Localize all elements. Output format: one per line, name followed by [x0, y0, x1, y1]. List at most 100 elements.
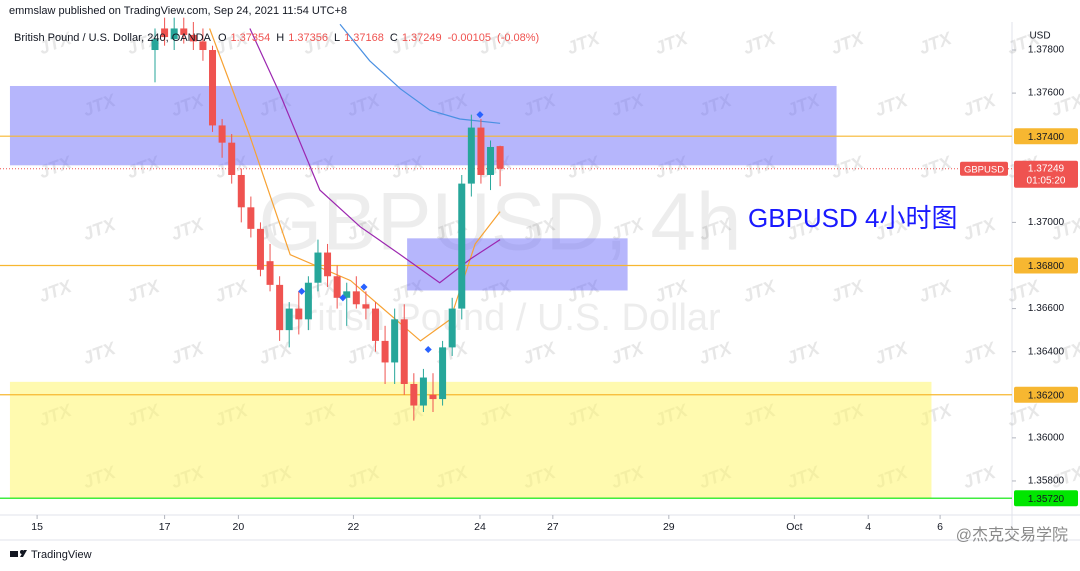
- candle-body: [256, 228, 264, 270]
- description-watermark: British Pound / U.S. Dollar: [279, 297, 721, 339]
- watermark-tile: JTX: [168, 338, 207, 368]
- y-axis-label: USD: [1029, 31, 1050, 42]
- plot-area: JTX JTX JTX JTX JTX JTX JTX JTX JTX JTX JTX JTX JTX J…: [0, 17, 1080, 499]
- watermark-tile: JTX: [696, 338, 735, 368]
- watermark-tile: JTX: [960, 214, 999, 244]
- candle-body: [362, 304, 370, 309]
- y-tick-label: 1.36000: [1028, 433, 1065, 444]
- candle-body: [429, 394, 437, 400]
- watermark-tile: JTX: [740, 276, 779, 306]
- x-tick-label: 29: [663, 521, 675, 533]
- y-tick-label: 1.36400: [1028, 346, 1065, 357]
- y-tick-label: 1.37000: [1028, 217, 1065, 228]
- last-price-label: 1.37249: [1028, 163, 1065, 174]
- watermark-tile: JTX: [80, 338, 119, 368]
- candle-body: [151, 39, 159, 51]
- x-tick-label: 6: [937, 521, 943, 533]
- tradingview-logo: [10, 550, 27, 557]
- candle-body: [237, 174, 245, 208]
- candle-body: [199, 41, 207, 51]
- watermark-tile: JTX: [212, 276, 251, 306]
- symbol-label-box: [960, 161, 1008, 176]
- watermark-tile: JTX: [916, 28, 955, 58]
- candle-body: [180, 28, 188, 35]
- watermark-tile: JTX: [36, 276, 75, 306]
- price-label: 1.35720: [1028, 494, 1065, 505]
- candle-body: [458, 183, 466, 309]
- watermark-tile: JTX: [960, 90, 999, 120]
- marker: [476, 111, 484, 119]
- candle-body: [448, 308, 456, 348]
- y-tick-label: 1.37600: [1028, 88, 1065, 99]
- watermark-tile: JTX: [80, 214, 119, 244]
- change-value: -0.00105: [447, 32, 492, 44]
- y-tick-label: 1.35800: [1028, 476, 1065, 487]
- price-label-box: [1014, 128, 1078, 145]
- watermark-tile: JTX: [124, 276, 163, 306]
- candle-body: [381, 340, 389, 363]
- candle-body: [228, 142, 236, 175]
- candle-body: [400, 319, 408, 384]
- price-axis-bg: [1012, 22, 1080, 540]
- ohlc-value: 1.37168: [344, 32, 384, 44]
- candle-body: [161, 28, 169, 38]
- candle-body: [371, 308, 379, 341]
- candle-body: [391, 319, 399, 363]
- candle-body: [343, 291, 351, 298]
- publish-header: emmslaw published on TradingView.com, Se…: [9, 5, 348, 17]
- candle-body: [266, 261, 274, 285]
- candle-body: [410, 383, 418, 406]
- ohlc-value: 1.37249: [401, 32, 442, 44]
- candle-body: [295, 308, 303, 320]
- zone: [9, 85, 837, 166]
- watermark-tile: JTX: [872, 338, 911, 368]
- price-label: 1.37400: [1028, 132, 1065, 143]
- watermark-tile: JTX: [916, 276, 955, 306]
- annotation: GBPUSD 4小时图: [748, 203, 958, 233]
- ohlc-label: L: [333, 32, 341, 44]
- watermark-tile: JTX: [344, 338, 383, 368]
- watermark-tile: JTX: [652, 28, 691, 58]
- change-percent: (-0.08%): [497, 32, 540, 44]
- ohlc-label: O: [217, 32, 227, 44]
- y-tick-label: 1.37800: [1028, 45, 1065, 56]
- moving-average: [249, 28, 501, 284]
- moving-average: [209, 28, 501, 342]
- watermark-tile: JTX: [828, 276, 867, 306]
- watermark-tile: JTX: [872, 90, 911, 120]
- ohlc-label: C: [389, 32, 398, 44]
- countdown: 01:05:20: [1027, 175, 1066, 186]
- candle-body: [170, 28, 178, 40]
- candle-body: [324, 252, 332, 277]
- watermark-tile: JTX: [168, 214, 207, 244]
- candle-body: [304, 282, 312, 320]
- x-tick-label: 4: [865, 521, 871, 533]
- ohlc-value: 1.37356: [288, 32, 328, 44]
- watermark-tile: JTX: [828, 28, 867, 58]
- watermark-tile: JTX: [608, 338, 647, 368]
- ohlc-value: 1.37354: [230, 32, 271, 44]
- zone: [407, 238, 628, 291]
- candle-body: [276, 284, 284, 331]
- candle-body: [477, 127, 485, 175]
- watermark-tile: JTX: [960, 338, 999, 368]
- last-price-box: [1014, 160, 1078, 188]
- x-tick-label: 20: [233, 521, 245, 533]
- watermark-tile: JTX: [916, 152, 955, 182]
- price-label: 1.36200: [1028, 390, 1065, 401]
- x-tick-label: 27: [547, 521, 559, 533]
- candle-body: [333, 276, 341, 298]
- candle-body: [487, 146, 495, 175]
- credit: @杰克交易学院: [956, 526, 1068, 544]
- branding: TradingView: [31, 549, 92, 561]
- marker: [298, 287, 306, 295]
- zone: [9, 381, 932, 498]
- x-tick-label: 17: [159, 521, 171, 533]
- price-label: 1.36800: [1028, 261, 1065, 272]
- x-tick-label: 15: [31, 521, 43, 533]
- candle-body: [285, 308, 293, 331]
- price-label-box: [1014, 490, 1078, 507]
- candle-body: [209, 50, 217, 126]
- candle-body: [419, 377, 427, 406]
